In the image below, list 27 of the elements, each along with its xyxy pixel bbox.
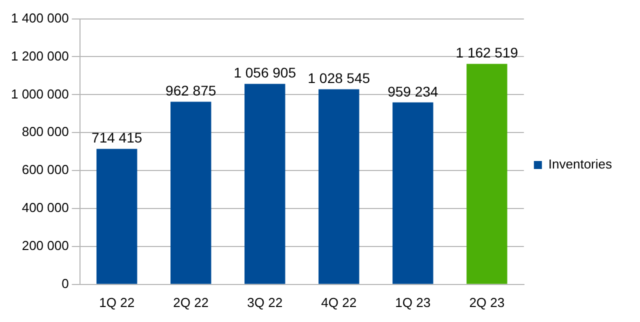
y-tick-label: 600 000 [22, 162, 69, 178]
x-tick-label: 4Q 22 [321, 294, 357, 310]
data-label: 959 234 [388, 83, 438, 100]
bar [318, 89, 360, 284]
bar [96, 148, 138, 284]
y-tick-label: 200 000 [22, 238, 69, 254]
data-label: 1 028 545 [308, 70, 370, 86]
bar [466, 64, 508, 284]
x-tick-label: 2Q 23 [469, 294, 505, 310]
x-tick-label: 3Q 22 [247, 294, 283, 310]
x-tick-label: 2Q 22 [173, 294, 209, 310]
data-label: 1 056 905 [234, 64, 296, 81]
y-tick-label: 1 000 000 [10, 86, 69, 102]
bar [392, 102, 434, 284]
x-tick-label: 1Q 23 [395, 294, 431, 310]
y-tick-label: 0 [62, 276, 69, 291]
x-tick-label: 1Q 22 [99, 294, 135, 310]
y-tick-label: 800 000 [22, 124, 69, 140]
legend-label: Inventories [548, 156, 612, 172]
data-label: 1 162 519 [456, 44, 518, 61]
bar [170, 102, 212, 284]
bar [244, 84, 286, 284]
y-tick-label: 1 400 000 [10, 10, 69, 26]
y-tick-label: 400 000 [22, 200, 69, 216]
data-label: 714 415 [92, 130, 142, 146]
y-tick-label: 1 200 000 [10, 48, 69, 64]
data-label: 962 875 [166, 82, 216, 99]
